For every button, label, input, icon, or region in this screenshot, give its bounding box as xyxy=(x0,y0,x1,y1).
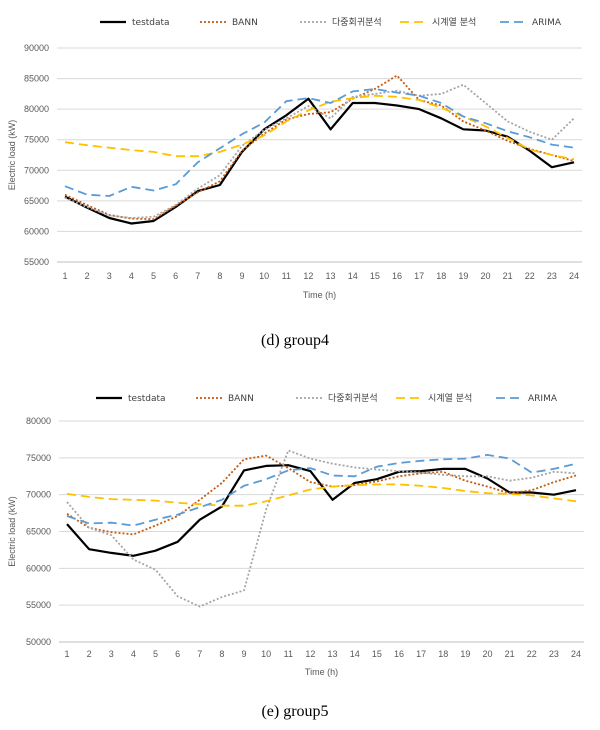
x-tick-label: 9 xyxy=(242,649,247,659)
chart-group4: 55000 60000 65000 70000 75000 80000 85000 90000… xyxy=(7,16,582,300)
x-tick-label: 14 xyxy=(348,271,358,281)
caption-group5: (e) group5 xyxy=(261,703,328,720)
x-tick-label: 8 xyxy=(217,271,222,281)
x-tick-label: 18 xyxy=(438,649,448,659)
series-line-BANN xyxy=(66,454,577,536)
y-tick-label: 65000 xyxy=(24,196,49,206)
x-tick-label: 3 xyxy=(109,649,114,659)
y-tick-label: 85000 xyxy=(24,74,49,84)
series-line-다중회귀분석 xyxy=(66,449,577,608)
x-tick-label: 1 xyxy=(64,649,69,659)
caption-group4: (d) group4 xyxy=(261,332,329,349)
y-tick-label: 75000 xyxy=(24,135,49,145)
x-tick-label: 6 xyxy=(175,649,180,659)
x-tick-label: 17 xyxy=(416,649,426,659)
x-tick-label: 23 xyxy=(549,649,559,659)
y-tick-label: 60000 xyxy=(24,226,49,236)
y-tick-label: 75000 xyxy=(26,453,51,463)
x-tick-label: 5 xyxy=(153,649,158,659)
y-tick-label: 70000 xyxy=(26,490,51,500)
x-tick-label: 4 xyxy=(131,649,136,659)
y-tick-label: 60000 xyxy=(26,563,51,573)
x-tick-label: 22 xyxy=(525,271,535,281)
legend-label: BANN xyxy=(232,18,258,28)
series-line-다중회귀분석 xyxy=(64,83,575,219)
y-tick-label: 50000 xyxy=(26,637,51,647)
y-tick-label: 80000 xyxy=(24,104,49,114)
x-tick-label: 7 xyxy=(195,271,200,281)
series-line-시계열 분석 xyxy=(64,94,575,161)
y-tick-label: 90000 xyxy=(24,43,49,53)
x-tick-label: 22 xyxy=(527,649,537,659)
y-tick-label: 70000 xyxy=(24,165,49,175)
x-tick-label: 12 xyxy=(303,271,313,281)
x-tick-label: 15 xyxy=(372,649,382,659)
x-tick-label: 11 xyxy=(284,649,293,659)
x-tick-label: 16 xyxy=(392,271,402,281)
x-tick-label: 7 xyxy=(197,649,202,659)
x-tick-label: 9 xyxy=(240,271,245,281)
x-tick-label: 20 xyxy=(482,649,492,659)
x-axis-label: Time (h) xyxy=(303,290,336,300)
x-tick-label: 23 xyxy=(547,271,557,281)
x-tick-label: 19 xyxy=(460,649,470,659)
x-tick-label: 13 xyxy=(328,649,338,659)
series-line-ARIMA xyxy=(64,88,575,197)
legend-label: testdata xyxy=(132,18,170,28)
x-tick-label: 3 xyxy=(107,271,112,281)
y-tick-label: 80000 xyxy=(26,416,51,426)
legend-label: ARIMA xyxy=(528,394,558,404)
x-tick-label: 24 xyxy=(571,649,581,659)
x-tick-label: 18 xyxy=(436,271,446,281)
x-tick-label: 16 xyxy=(394,649,404,659)
y-tick-label: 55000 xyxy=(24,257,49,267)
x-tick-label: 12 xyxy=(305,649,315,659)
y-tick-label: 65000 xyxy=(26,527,51,537)
series-line-testdata xyxy=(64,97,575,225)
x-tick-label: 10 xyxy=(259,271,269,281)
legend-label: 다중회귀분석 xyxy=(328,393,378,404)
series-line-시계열 분석 xyxy=(66,483,577,507)
legend-label: ARIMA xyxy=(532,18,562,28)
x-axis-label: Time (h) xyxy=(305,667,338,677)
series-line-BANN xyxy=(64,74,575,221)
x-tick-label: 21 xyxy=(505,649,515,659)
x-tick-label: 6 xyxy=(173,271,178,281)
legend-label: 시계열 분석 xyxy=(428,392,472,404)
legend-label: 시계열 분석 xyxy=(432,16,476,28)
x-tick-label: 20 xyxy=(480,271,490,281)
legend-label: 다중회귀분석 xyxy=(332,17,382,28)
x-tick-label: 17 xyxy=(414,271,424,281)
x-tick-label: 2 xyxy=(87,649,92,659)
x-tick-label: 4 xyxy=(129,271,134,281)
x-tick-label: 10 xyxy=(261,649,271,659)
y-tick-label: 55000 xyxy=(26,600,51,610)
legend-label: testdata xyxy=(128,394,166,404)
x-tick-label: 5 xyxy=(151,271,156,281)
x-tick-label: 1 xyxy=(62,271,67,281)
x-tick-label: 19 xyxy=(458,271,468,281)
legend-label: BANN xyxy=(228,394,254,404)
x-tick-label: 2 xyxy=(85,271,90,281)
y-axis-label: Electric load (kW) xyxy=(7,120,17,191)
series-line-testdata xyxy=(66,464,577,557)
series-line-ARIMA xyxy=(66,453,577,527)
x-tick-label: 15 xyxy=(370,271,380,281)
x-tick-label: 13 xyxy=(326,271,336,281)
x-tick-label: 24 xyxy=(569,271,579,281)
y-axis-label: Electric load (kW) xyxy=(7,496,17,567)
x-tick-label: 11 xyxy=(282,271,291,281)
x-tick-label: 21 xyxy=(503,271,513,281)
x-tick-label: 8 xyxy=(219,649,224,659)
x-tick-label: 14 xyxy=(350,649,360,659)
